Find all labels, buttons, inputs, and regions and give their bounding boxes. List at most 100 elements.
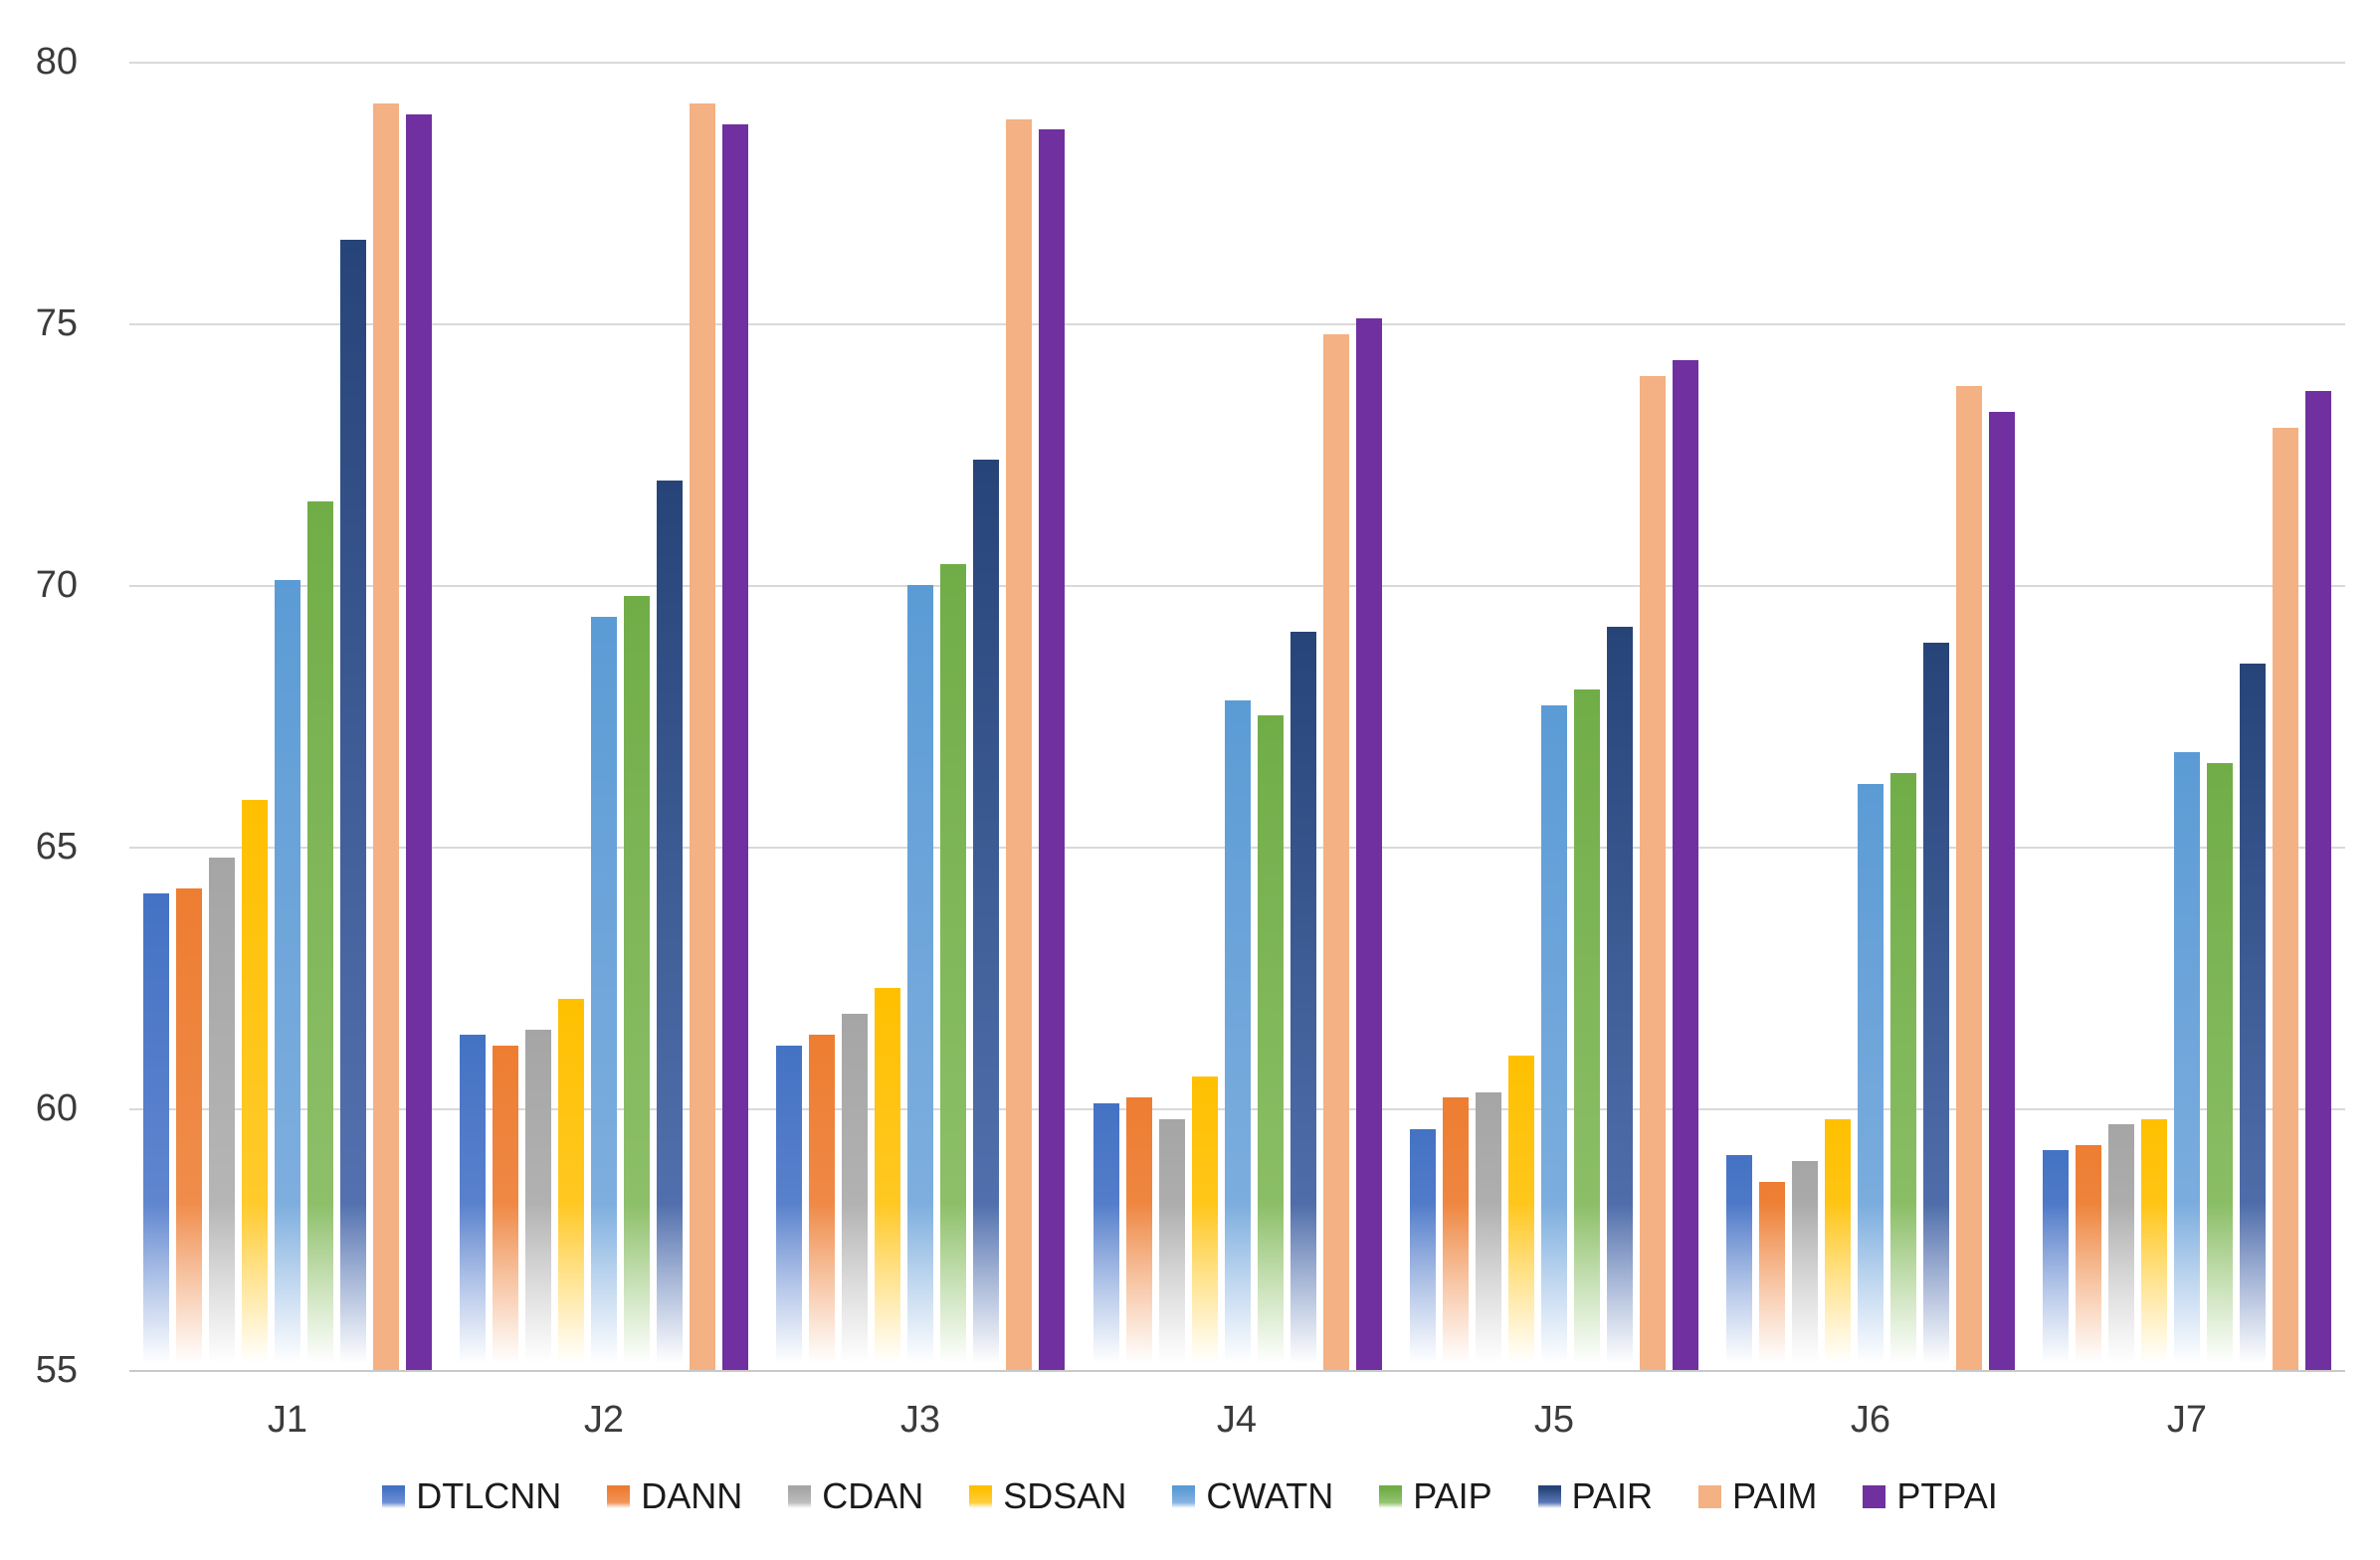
- bar-pair-j4: [1290, 632, 1316, 1370]
- bar-bottom-fade: [1443, 1203, 1469, 1370]
- bar-dann-j1: [176, 888, 202, 1370]
- bar-dtlcnn-j6: [1726, 1155, 1752, 1370]
- bar-bottom-fade: [973, 1203, 999, 1370]
- gridline-80: [129, 62, 2345, 64]
- gridline-75: [129, 323, 2345, 325]
- bar-bottom-fade: [209, 1203, 235, 1370]
- bar-bottom-fade: [1890, 1203, 1916, 1370]
- bar-bottom-fade: [1825, 1203, 1851, 1370]
- bar-pair-j7: [2240, 664, 2266, 1370]
- bar-bottom-fade: [2207, 1203, 2233, 1370]
- bar-ptpai-j2: [722, 124, 748, 1370]
- bar-bottom-fade: [1541, 1203, 1567, 1370]
- bar-bottom-fade: [776, 1203, 802, 1370]
- bar-sdsan-j1: [242, 800, 268, 1370]
- bar-paim-j6: [1956, 386, 1982, 1370]
- bar-paip-j2: [624, 596, 650, 1370]
- legend-label: DTLCNN: [416, 1475, 562, 1516]
- bar-bottom-fade: [2108, 1203, 2134, 1370]
- bar-bottom-fade: [1159, 1203, 1185, 1370]
- legend-label: PAIP: [1413, 1475, 1492, 1516]
- bar-bottom-fade: [2174, 1203, 2200, 1370]
- bar-bottom-fade: [1258, 1203, 1284, 1370]
- legend-item-ptpai: PTPAI: [1863, 1475, 1998, 1516]
- bar-dtlcnn-j3: [776, 1046, 802, 1370]
- legend-item-paim: PAIM: [1698, 1476, 1817, 1516]
- bar-dann-j5: [1443, 1097, 1469, 1370]
- bar-bottom-fade: [242, 1203, 268, 1370]
- legend-label: PTPAI: [1896, 1475, 1998, 1516]
- bar-paip-j3: [940, 564, 966, 1370]
- legend-label: CDAN: [822, 1475, 924, 1516]
- bar-pair-j2: [657, 481, 683, 1370]
- bar-paim-j4: [1323, 334, 1349, 1370]
- legend-swatch-icon: [1863, 1484, 1886, 1508]
- bar-pair-j5: [1607, 627, 1633, 1370]
- bar-paim-j2: [690, 103, 715, 1370]
- legend-swatch-icon: [1537, 1484, 1561, 1508]
- bar-dann-j4: [1126, 1097, 1152, 1370]
- legend-swatch-icon: [382, 1484, 406, 1508]
- bar-cdan-j6: [1792, 1161, 1818, 1370]
- bar-bottom-fade: [1290, 1203, 1316, 1370]
- y-axis-tick-label: 65: [35, 826, 78, 868]
- bar-bottom-fade: [460, 1203, 486, 1370]
- legend: DTLCNN DANN CDAN SDSAN CWATN PAIP PAIR PAIM PTPA…: [0, 1476, 2380, 1516]
- bar-bottom-fade: [907, 1203, 933, 1370]
- bar-sdsan-j4: [1192, 1076, 1218, 1370]
- legend-swatch-icon: [1172, 1484, 1196, 1508]
- bar-cwatn-j6: [1858, 784, 1884, 1370]
- legend-item-dann: DANN: [607, 1476, 742, 1516]
- bar-dann-j3: [809, 1035, 835, 1370]
- bar-paim-j1: [373, 103, 399, 1370]
- legend-swatch-icon: [607, 1484, 631, 1508]
- y-axis-tick-label: 75: [35, 302, 78, 344]
- bar-bottom-fade: [842, 1203, 868, 1370]
- bar-cwatn-j7: [2174, 752, 2200, 1370]
- bar-bottom-fade: [657, 1203, 683, 1370]
- x-category-label-j4: J4: [1216, 1399, 1258, 1441]
- bar-cdan-j5: [1476, 1092, 1501, 1370]
- legend-item-dtlcnn: DTLCNN: [382, 1476, 561, 1516]
- bar-bottom-fade: [1607, 1203, 1633, 1370]
- legend-swatch-icon: [1698, 1484, 1722, 1508]
- legend-label: DANN: [641, 1475, 743, 1516]
- legend-item-cwatn: CWATN: [1172, 1476, 1333, 1516]
- legend-label: PAIR: [1571, 1475, 1654, 1516]
- bar-bottom-fade: [2240, 1203, 2266, 1370]
- bar-ptpai-j5: [1673, 360, 1698, 1370]
- bar-bottom-fade: [493, 1203, 518, 1370]
- bar-bottom-fade: [1410, 1203, 1436, 1370]
- bar-dtlcnn-j1: [143, 893, 169, 1370]
- bar-ptpai-j1: [406, 114, 432, 1370]
- gridline-55: [129, 1370, 2345, 1372]
- legend-swatch-icon: [788, 1484, 812, 1508]
- bar-bottom-fade: [875, 1203, 900, 1370]
- bar-paip-j5: [1574, 689, 1600, 1370]
- legend-swatch-icon: [969, 1484, 993, 1508]
- bar-bottom-fade: [307, 1203, 333, 1370]
- legend-item-paip: PAIP: [1379, 1475, 1492, 1516]
- bar-bottom-fade: [809, 1203, 835, 1370]
- bar-dtlcnn-j4: [1093, 1103, 1119, 1370]
- bar-dtlcnn-j7: [2043, 1150, 2069, 1370]
- bar-bottom-fade: [1192, 1203, 1218, 1370]
- bar-cwatn-j1: [275, 580, 300, 1370]
- bar-bottom-fade: [1759, 1203, 1785, 1370]
- bar-bottom-fade: [2043, 1203, 2069, 1370]
- bar-paim-j7: [2273, 428, 2298, 1370]
- bar-cwatn-j4: [1225, 700, 1251, 1370]
- bar-bottom-fade: [143, 1203, 169, 1370]
- bar-bottom-fade: [340, 1203, 366, 1370]
- bar-bottom-fade: [1126, 1203, 1152, 1370]
- bar-bottom-fade: [1726, 1203, 1752, 1370]
- legend-item-cdan: CDAN: [788, 1476, 923, 1516]
- bar-bottom-fade: [940, 1203, 966, 1370]
- x-category-label-j3: J3: [899, 1399, 941, 1441]
- legend-item-sdsan: SDSAN: [969, 1476, 1126, 1516]
- bar-pair-j6: [1923, 643, 1949, 1370]
- x-category-label-j7: J7: [2166, 1399, 2208, 1441]
- bar-bottom-fade: [1093, 1203, 1119, 1370]
- legend-label: SDSAN: [1003, 1475, 1127, 1516]
